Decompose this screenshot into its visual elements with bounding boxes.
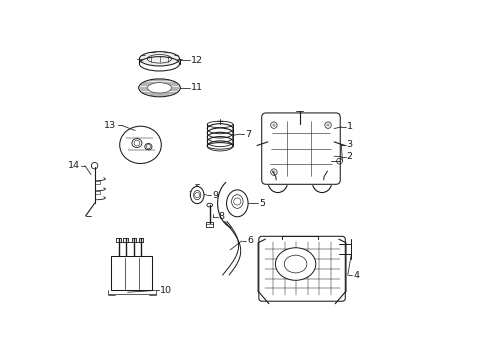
Ellipse shape	[139, 51, 179, 66]
Ellipse shape	[139, 79, 180, 97]
Ellipse shape	[226, 190, 247, 217]
Text: 2: 2	[346, 152, 352, 161]
Bar	[95, 192, 100, 194]
Text: 1: 1	[346, 122, 352, 131]
Text: 8: 8	[218, 212, 224, 221]
Ellipse shape	[147, 83, 171, 93]
Text: 4: 4	[352, 270, 358, 279]
Bar	[206, 222, 213, 226]
Text: 12: 12	[190, 56, 203, 65]
Ellipse shape	[275, 248, 315, 280]
Text: 13: 13	[104, 121, 116, 130]
Text: 10: 10	[160, 286, 172, 295]
Text: 3: 3	[346, 140, 352, 149]
Text: 5: 5	[258, 199, 264, 208]
Text: 7: 7	[245, 130, 251, 139]
Bar	[95, 181, 100, 184]
Text: 14: 14	[67, 161, 80, 170]
Bar	[111, 256, 152, 291]
Text: 11: 11	[190, 83, 203, 92]
Text: 6: 6	[246, 237, 252, 246]
Text: 9: 9	[212, 190, 218, 199]
Ellipse shape	[190, 186, 203, 204]
